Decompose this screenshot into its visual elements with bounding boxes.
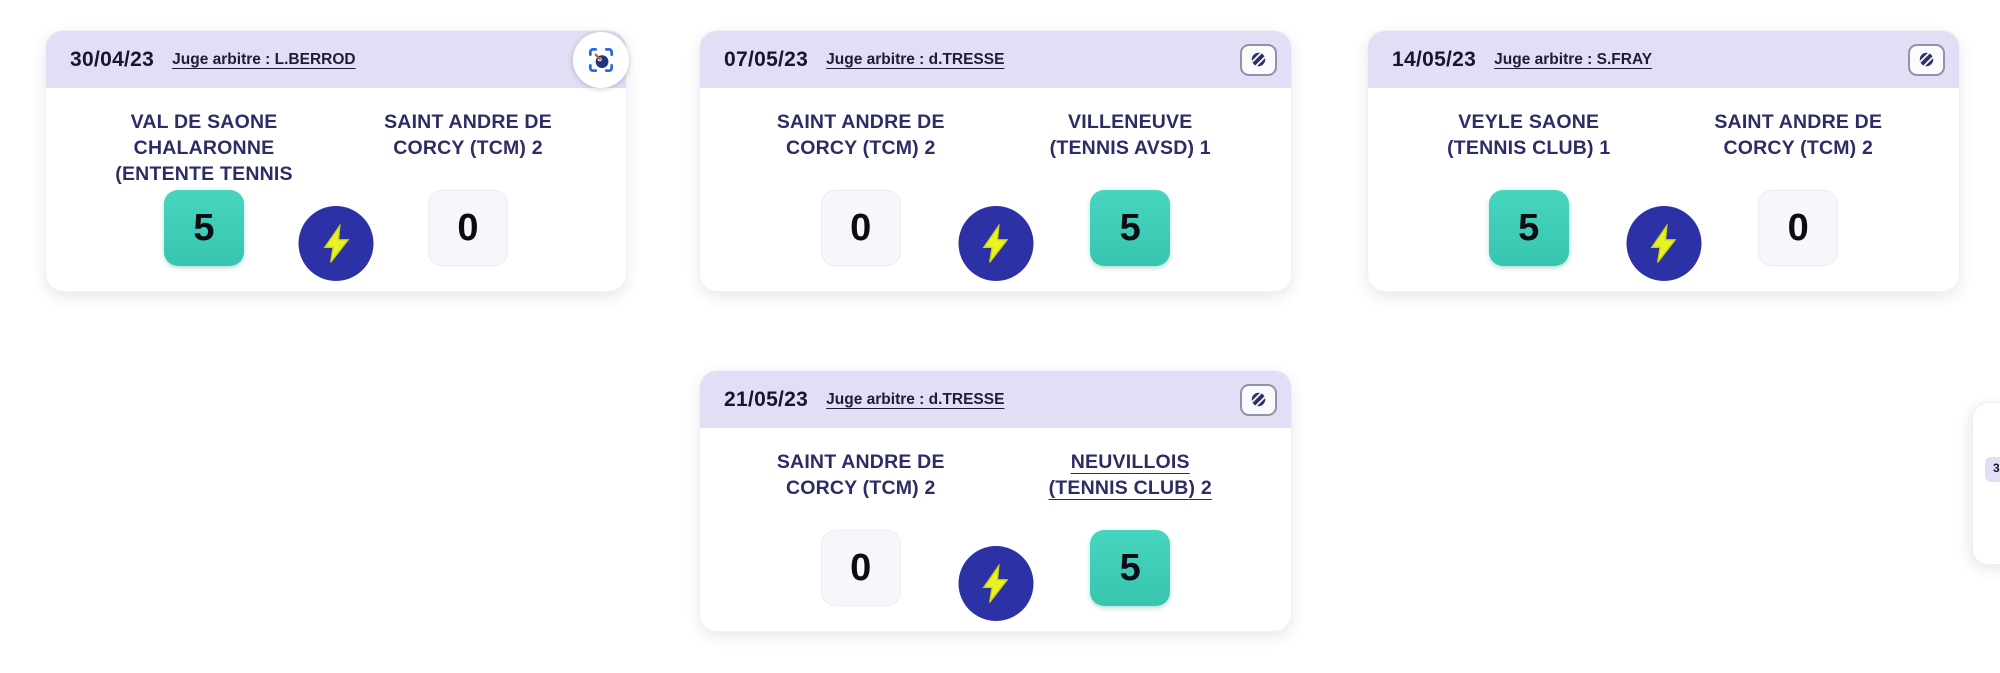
- match-card-header: 07/05/23 Juge arbitre : d.TRESSE: [700, 31, 1291, 88]
- match-card-body: SAINT ANDRE DE CORCY (TCM) 2 0 NEUVILLOI…: [700, 428, 1291, 621]
- lightning-bolt-icon: [958, 546, 1033, 621]
- team-away: SAINT ANDRE DE CORCY (TCM) 2 0: [1664, 109, 1934, 266]
- match-date: 14/05/23: [1392, 47, 1477, 71]
- referee-link[interactable]: Juge arbitre : L.BERROD: [172, 50, 356, 68]
- score-box: 0: [820, 530, 901, 606]
- team-home: SAINT ANDRE DE CORCY (TCM) 2 0: [726, 109, 996, 266]
- referee-link[interactable]: Juge arbitre : S.FRAY: [1494, 50, 1653, 68]
- match-card-header: 30/04/23 Juge arbitre : L.BERROD: [46, 31, 626, 88]
- referee-link[interactable]: Juge arbitre : d.TRESSE: [826, 390, 1005, 408]
- score-box: 5: [1090, 190, 1171, 266]
- match-card-body: SAINT ANDRE DE CORCY (TCM) 2 0 VILLENEUV…: [700, 88, 1291, 281]
- team-name: VILLENEUVE (TENNIS AVSD) 1: [1049, 111, 1211, 159]
- match-date: 30/04/23: [70, 47, 155, 71]
- lightning-bolt-icon: [1626, 206, 1701, 281]
- match-date: 21/05/23: [724, 387, 809, 411]
- score-box: 0: [820, 190, 901, 266]
- match-card: 14/05/23 Juge arbitre : S.FRAY VEYLE SAO…: [1367, 30, 1960, 292]
- match-card: 21/05/23 Juge arbitre : d.TRESSE SAINT A…: [699, 370, 1292, 632]
- match-card-body: VAL DE SAONE CHALARONNE (ENTENTE TENNIS …: [46, 88, 626, 281]
- score-box: 5: [1488, 190, 1569, 266]
- score-box: 0: [428, 190, 508, 266]
- team-name[interactable]: NEUVILLOIS (TENNIS CLUB) 2: [1048, 451, 1212, 499]
- team-name: SAINT ANDRE DE CORCY (TCM) 2: [384, 111, 552, 159]
- team-home: VEYLE SAONE (TENNIS CLUB) 1 5: [1394, 109, 1664, 266]
- team-home: VAL DE SAONE CHALARONNE (ENTENTE TENNIS …: [72, 109, 336, 266]
- team-name: SAINT ANDRE DE CORCY (TCM) 2: [1714, 111, 1883, 159]
- no-entry-icon[interactable]: [1908, 43, 1945, 76]
- team-name: VAL DE SAONE CHALARONNE (ENTENTE TENNIS: [115, 111, 293, 185]
- team-away: NEUVILLOIS (TENNIS CLUB) 2 5: [996, 449, 1266, 606]
- match-card-header: 21/05/23 Juge arbitre : d.TRESSE: [700, 371, 1291, 428]
- match-card: 07/05/23 Juge arbitre : d.TRESSE SAINT A…: [699, 30, 1292, 292]
- match-card-header: 14/05/23 Juge arbitre : S.FRAY: [1368, 31, 1959, 88]
- no-entry-icon[interactable]: [1240, 383, 1277, 416]
- score-box: 0: [1758, 190, 1839, 266]
- match-card-body: VEYLE SAONE (TENNIS CLUB) 1 5 SAINT ANDR…: [1368, 88, 1959, 281]
- screenshot-lens-icon[interactable]: [573, 32, 629, 88]
- score-box: 5: [164, 190, 244, 266]
- team-away: VILLENEUVE (TENNIS AVSD) 1 5: [996, 109, 1266, 266]
- score-box: 5: [1090, 530, 1171, 606]
- lightning-bolt-icon: [958, 206, 1033, 281]
- no-entry-icon[interactable]: [1240, 43, 1277, 76]
- referee-link[interactable]: Juge arbitre : d.TRESSE: [826, 50, 1005, 68]
- match-date: 07/05/23: [724, 47, 809, 71]
- team-name: SAINT ANDRE DE CORCY (TCM) 2: [776, 451, 945, 499]
- lightning-bolt-icon: [298, 206, 374, 281]
- team-name: VEYLE SAONE (TENNIS CLUB) 1: [1447, 111, 1611, 159]
- partial-date-chip: 30: [1985, 457, 2000, 482]
- team-home: SAINT ANDRE DE CORCY (TCM) 2 0: [726, 449, 996, 606]
- partial-match-card: 30: [1972, 402, 2000, 565]
- team-away: SAINT ANDRE DE CORCY (TCM) 2 0: [336, 109, 600, 266]
- match-card: 30/04/23 Juge arbitre : L.BERROD VAL DE …: [45, 30, 629, 292]
- team-name: SAINT ANDRE DE CORCY (TCM) 2: [776, 111, 945, 159]
